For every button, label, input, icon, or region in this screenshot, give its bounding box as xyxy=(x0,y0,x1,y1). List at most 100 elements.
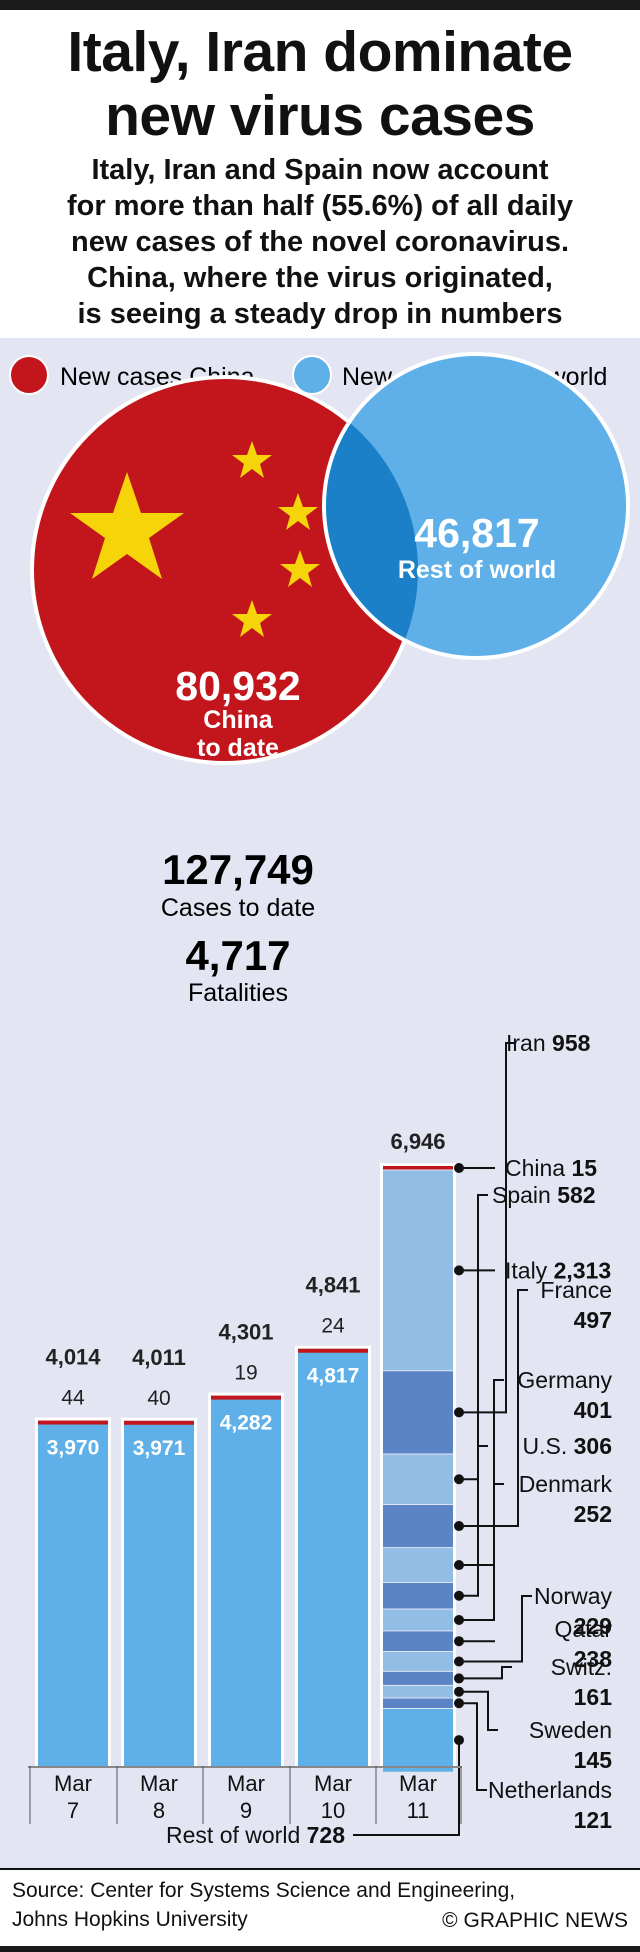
subtitle-line: for more than half (55.6%) of all daily xyxy=(67,190,573,222)
bar-segment xyxy=(383,1170,453,1371)
bar-segment xyxy=(383,1630,453,1652)
x-tick-label-month: Mar xyxy=(140,1771,178,1796)
bar-segment xyxy=(383,1166,453,1170)
x-tick-label-day: 8 xyxy=(153,1798,165,1823)
breakdown-value: 15 xyxy=(571,1155,597,1181)
leader-line xyxy=(459,1445,488,1597)
totals-block: 127,749 Cases to date 4,717 Fatalities xyxy=(161,846,315,1007)
bar-rest-of-world xyxy=(38,1420,108,1766)
breakdown-value: 497 xyxy=(574,1307,612,1333)
breakdown-label: Sweden xyxy=(529,1717,612,1743)
breakdown-label: Denmark xyxy=(519,1471,613,1497)
breakdown-name: Qatar xyxy=(554,1616,612,1642)
bar-rest-of-world xyxy=(211,1395,281,1766)
breakdown-name: Spain xyxy=(492,1182,557,1208)
breakdown-name: Norway xyxy=(534,1583,612,1609)
leader-line xyxy=(459,1194,488,1481)
breakdown-label: Rest of world 728 xyxy=(166,1822,345,1848)
breakdown-value: 229 xyxy=(574,1613,612,1639)
subtitle-line: China, where the virus originated, xyxy=(87,262,553,294)
x-tick-label-day: 9 xyxy=(240,1798,252,1823)
breakdown-label: U.S. 306 xyxy=(523,1433,613,1459)
x-tick-label-day: 10 xyxy=(321,1798,345,1823)
leader-line xyxy=(459,1702,487,1791)
bar-segment xyxy=(383,1547,453,1583)
x-tick-label-month: Mar xyxy=(54,1771,92,1796)
leader-line xyxy=(459,1690,498,1731)
bar-rest-value: 4,817 xyxy=(307,1365,360,1388)
subtitle-line: Italy, Iran and Spain now account xyxy=(91,154,549,186)
bar-segment xyxy=(383,1582,453,1610)
title-line-2: new virus cases xyxy=(105,84,535,148)
breakdown-name: Denmark xyxy=(519,1471,613,1497)
bar-total-value: 6,946 xyxy=(390,1129,445,1154)
breakdown-name: China xyxy=(505,1155,571,1181)
breakdown-label: 229 xyxy=(574,1613,612,1639)
comparison-circles: 46,817 Rest of world 80,932 China to dat… xyxy=(30,352,630,765)
breakdown-label: 401 xyxy=(574,1397,613,1423)
source-note: Source: Center for Systems Science and E… xyxy=(12,1876,515,1934)
bar-china xyxy=(211,1395,281,1400)
breakdown-value: 252 xyxy=(574,1501,612,1527)
breakdown-label: China 15 xyxy=(505,1155,597,1181)
breakdown-label: 497 xyxy=(574,1307,612,1333)
leader-line xyxy=(459,1379,504,1567)
breakdown-label: Spain 582 xyxy=(492,1182,596,1208)
infographic-chart: New cases China New cases rest of world … xyxy=(9,352,630,1848)
subtitle-line: is seeing a steady drop in numbers xyxy=(77,298,563,330)
breakdown-value: 401 xyxy=(574,1397,613,1423)
x-tick-label-day: 11 xyxy=(407,1798,430,1823)
world-label: Rest of world xyxy=(398,556,556,584)
breakdown-value: 306 xyxy=(574,1433,612,1459)
breakdown-label: 252 xyxy=(574,1501,612,1527)
bar-rest-of-world xyxy=(298,1348,368,1766)
bar-segment xyxy=(383,1685,453,1698)
bar-total-value: 4,011 xyxy=(132,1345,186,1370)
breakdown-name: Italy xyxy=(505,1257,554,1283)
bar-china-value: 24 xyxy=(321,1315,345,1338)
breakdown-name: Iran xyxy=(506,1030,552,1056)
bar-segment xyxy=(383,1453,453,1505)
china-label-line-2: to date xyxy=(197,734,279,762)
breakdown-label: France xyxy=(540,1277,612,1303)
bar-rest-of-world xyxy=(124,1420,194,1766)
breakdown-value: 145 xyxy=(574,1747,613,1773)
leader-line xyxy=(353,1740,460,1836)
bar-rest-value: 3,970 xyxy=(47,1437,100,1460)
page-title: Italy, Iran dominate new virus cases xyxy=(0,20,640,148)
legend-china-swatch xyxy=(9,355,49,395)
bar-total-value: 4,014 xyxy=(45,1345,101,1370)
x-tick-label-month: Mar xyxy=(399,1771,437,1796)
breakdown-name: Netherlands xyxy=(488,1777,612,1803)
axis-line xyxy=(28,1766,462,1768)
x-tick-label-day: 7 xyxy=(67,1798,79,1823)
source-line-1: Source: Center for Systems Science and E… xyxy=(12,1879,516,1902)
breakdown-label: Iran 958 xyxy=(506,1030,591,1056)
bar-segment xyxy=(383,1609,453,1631)
subtitle: Italy, Iran and Spain now account for mo… xyxy=(0,152,640,332)
breakdown-label: 121 xyxy=(574,1807,613,1833)
breakdown-label: Switz. xyxy=(551,1654,612,1680)
copyright: © GRAPHIC NEWS xyxy=(442,1909,628,1932)
breakdown-value: 728 xyxy=(307,1822,346,1848)
small-star-icon xyxy=(280,550,320,587)
bar-china-value: 44 xyxy=(61,1387,85,1410)
bar-china-value: 19 xyxy=(234,1362,257,1385)
breakdown-label: Netherlands xyxy=(488,1777,612,1803)
top-bar xyxy=(0,0,640,10)
breakdown-label: Qatar xyxy=(554,1616,612,1642)
bar-segment xyxy=(383,1370,453,1454)
x-tick-label-month: Mar xyxy=(227,1771,265,1796)
breakdown-name: Rest of world xyxy=(166,1822,307,1848)
breakdown-label: 145 xyxy=(574,1747,613,1773)
cases-to-date-value: 127,749 xyxy=(162,846,314,893)
bar-segment xyxy=(383,1651,453,1672)
title-line-1: Italy, Iran dominate xyxy=(67,20,573,84)
breakdown-name: Switz. xyxy=(551,1654,612,1680)
bar-china xyxy=(298,1348,368,1353)
source-line-2: Johns Hopkins University xyxy=(12,1908,248,1931)
china-flag-stars xyxy=(70,441,320,637)
large-star-icon xyxy=(70,472,184,579)
breakdown-name: France xyxy=(540,1277,612,1303)
breakdown-label: Norway xyxy=(534,1583,612,1609)
